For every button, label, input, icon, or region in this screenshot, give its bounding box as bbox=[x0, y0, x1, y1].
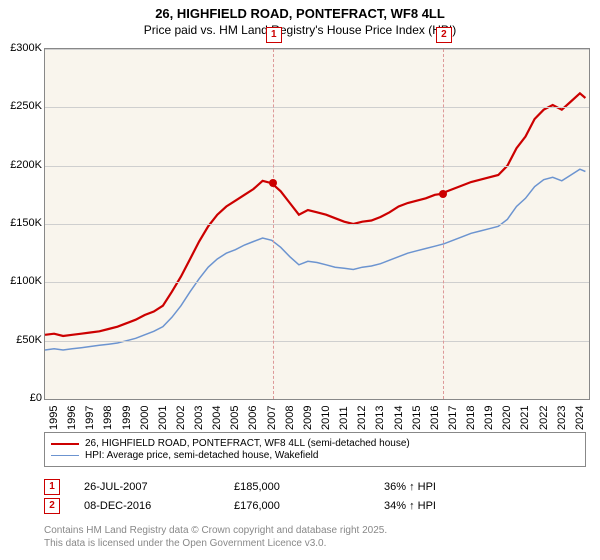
gridline bbox=[45, 282, 589, 283]
footnote-line2: This data is licensed under the Open Gov… bbox=[44, 537, 387, 550]
row-price: £176,000 bbox=[234, 500, 384, 512]
title-line2: Price paid vs. HM Land Registry's House … bbox=[0, 23, 600, 39]
chart-title: 26, HIGHFIELD ROAD, PONTEFRACT, WF8 4LL … bbox=[0, 0, 600, 38]
x-tick-label: 2013 bbox=[374, 406, 386, 430]
row-marker-box: 1 bbox=[44, 479, 60, 495]
y-tick-label: £250K bbox=[10, 100, 42, 112]
x-tick-label: 2020 bbox=[501, 406, 513, 430]
marker-box: 2 bbox=[436, 27, 452, 43]
legend-row: 26, HIGHFIELD ROAD, PONTEFRACT, WF8 4LL … bbox=[51, 438, 579, 449]
x-tick-label: 2005 bbox=[229, 406, 241, 430]
legend-swatch bbox=[51, 443, 79, 445]
x-tick-label: 2002 bbox=[175, 406, 187, 430]
x-tick-label: 2004 bbox=[211, 406, 223, 430]
y-tick-label: £150K bbox=[10, 217, 42, 229]
x-tick-label: 2019 bbox=[483, 406, 495, 430]
x-tick-label: 2012 bbox=[356, 406, 368, 430]
y-tick-label: £100K bbox=[10, 275, 42, 287]
x-tick-label: 2022 bbox=[538, 406, 550, 430]
row-date: 26-JUL-2007 bbox=[84, 481, 234, 493]
footnote: Contains HM Land Registry data © Crown c… bbox=[44, 524, 387, 550]
x-tick-label: 1995 bbox=[48, 406, 60, 430]
marker-dot bbox=[269, 179, 277, 187]
x-tick-label: 2001 bbox=[157, 406, 169, 430]
legend-label: HPI: Average price, semi-detached house,… bbox=[85, 450, 318, 461]
x-tick-label: 1998 bbox=[102, 406, 114, 430]
y-tick-label: £0 bbox=[30, 392, 42, 404]
marker-box: 1 bbox=[266, 27, 282, 43]
x-tick-label: 2011 bbox=[338, 406, 350, 430]
legend-swatch bbox=[51, 455, 79, 456]
row-date: 08-DEC-2016 bbox=[84, 500, 234, 512]
x-tick-label: 1999 bbox=[121, 406, 133, 430]
marker-vline bbox=[443, 49, 444, 399]
x-tick-label: 2023 bbox=[556, 406, 568, 430]
x-tick-label: 1997 bbox=[84, 406, 96, 430]
x-tick-label: 2000 bbox=[139, 406, 151, 430]
gridline bbox=[45, 224, 589, 225]
gridline bbox=[45, 341, 589, 342]
row-delta: 34% ↑ HPI bbox=[384, 500, 534, 512]
footnote-line1: Contains HM Land Registry data © Crown c… bbox=[44, 524, 387, 537]
gridline bbox=[45, 49, 589, 50]
y-tick-label: £50K bbox=[16, 334, 42, 346]
gridline bbox=[45, 166, 589, 167]
x-tick-label: 1996 bbox=[66, 406, 78, 430]
x-tick-label: 2014 bbox=[393, 406, 405, 430]
gridline bbox=[45, 107, 589, 108]
y-tick-label: £200K bbox=[10, 159, 42, 171]
x-tick-label: 2008 bbox=[284, 406, 296, 430]
sale-data-table: 1 26-JUL-2007£185,00036% ↑ HPI 2 08-DEC-201… bbox=[44, 476, 586, 517]
sale-data-row: 1 26-JUL-2007£185,00036% ↑ HPI bbox=[44, 479, 586, 495]
x-tick-label: 2015 bbox=[411, 406, 423, 430]
chart-container: 26, HIGHFIELD ROAD, PONTEFRACT, WF8 4LL … bbox=[0, 0, 600, 560]
x-tick-label: 2010 bbox=[320, 406, 332, 430]
sale-data-row: 2 08-DEC-2016£176,00034% ↑ HPI bbox=[44, 498, 586, 514]
row-price: £185,000 bbox=[234, 481, 384, 493]
x-tick-label: 2006 bbox=[247, 406, 259, 430]
x-tick-label: 2024 bbox=[574, 406, 586, 430]
x-tick-label: 2016 bbox=[429, 406, 441, 430]
marker-vline bbox=[273, 49, 274, 399]
x-tick-label: 2018 bbox=[465, 406, 477, 430]
y-tick-label: £300K bbox=[10, 42, 42, 54]
plot-area: 12 bbox=[44, 48, 590, 400]
x-tick-label: 2017 bbox=[447, 406, 459, 430]
row-marker-box: 2 bbox=[44, 498, 60, 514]
x-tick-label: 2003 bbox=[193, 406, 205, 430]
title-line1: 26, HIGHFIELD ROAD, PONTEFRACT, WF8 4LL bbox=[0, 6, 600, 23]
legend: 26, HIGHFIELD ROAD, PONTEFRACT, WF8 4LL … bbox=[44, 432, 586, 467]
x-tick-label: 2009 bbox=[302, 406, 314, 430]
legend-label: 26, HIGHFIELD ROAD, PONTEFRACT, WF8 4LL … bbox=[85, 438, 410, 449]
legend-row: HPI: Average price, semi-detached house,… bbox=[51, 450, 579, 461]
x-tick-label: 2007 bbox=[266, 406, 278, 430]
x-tick-label: 2021 bbox=[519, 406, 531, 430]
row-delta: 36% ↑ HPI bbox=[384, 481, 534, 493]
series-line bbox=[45, 93, 585, 336]
marker-dot bbox=[439, 190, 447, 198]
